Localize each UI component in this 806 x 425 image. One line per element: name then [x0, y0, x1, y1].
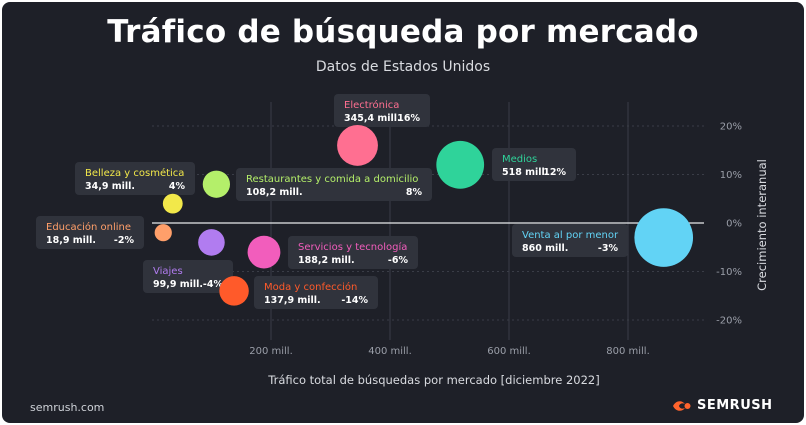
point-label-name: Belleza y cosmética: [85, 167, 184, 179]
point-label-growth: 12%: [543, 167, 566, 178]
data-point-bubble: [154, 224, 172, 242]
point-label-growth: 8%: [406, 187, 423, 198]
point-label-growth: -6%: [388, 255, 409, 266]
y-tick-label: 20%: [720, 122, 742, 133]
point-label-growth: 4%: [169, 181, 186, 192]
point-label-box: [143, 260, 233, 293]
point-label-box: [75, 162, 195, 195]
data-point-bubble: [247, 235, 281, 269]
point-label-traffic: 518 mill.: [502, 167, 548, 178]
point-label-box: [492, 148, 576, 181]
x-tick-label: 600 mill.: [487, 346, 531, 357]
point-label-name: Moda y confección: [264, 281, 357, 293]
point-label-growth: 16%: [397, 113, 420, 124]
y-tick-label: 10%: [720, 170, 742, 181]
brand-logo: SEMRUSH: [672, 398, 773, 413]
point-label-traffic: 108,2 mill.: [246, 187, 303, 198]
data-point-bubble: [198, 229, 225, 256]
y-axis-title: Crecimiento interanual: [755, 159, 769, 291]
data-point-bubble: [162, 193, 183, 214]
x-tick-label: 200 mill.: [249, 346, 293, 357]
point-label-box: [334, 94, 430, 127]
point-label-growth: -3%: [598, 243, 619, 254]
brand-text: SEMRUSH: [697, 398, 773, 413]
point-label-box: [288, 236, 418, 269]
point-label-growth: -2%: [114, 235, 135, 246]
footer-site: semrush.com: [30, 401, 105, 414]
point-label-traffic: 345,4 mill.: [344, 113, 401, 124]
data-point-bubble: [634, 208, 694, 267]
x-axis-title: Tráfico total de búsquedas por mercado […: [267, 373, 599, 387]
semrush-flame-icon: [673, 400, 691, 411]
point-label-box: [254, 276, 378, 309]
point-label-traffic: 137,9 mill.: [264, 295, 321, 306]
x-tick-label: 800 mill.: [606, 346, 650, 357]
point-label-box: [236, 168, 432, 201]
chart-title: Tráfico de búsqueda por mercado: [107, 14, 699, 50]
point-label-box: [512, 224, 628, 257]
y-tick-label: 0%: [726, 219, 742, 230]
point-label-name: Servicios y tecnología: [298, 241, 407, 253]
point-label-growth: -14%: [341, 295, 368, 306]
point-label-growth: -4%: [203, 279, 224, 290]
point-label-traffic: 860 mill.: [522, 243, 568, 254]
point-label-name: Electrónica: [344, 99, 399, 111]
point-label-name: Educación online: [46, 221, 131, 233]
data-point-bubble: [219, 276, 249, 306]
data-point-bubble: [436, 140, 485, 189]
point-label-traffic: 18,9 mill.: [46, 235, 96, 246]
point-label-traffic: 99,9 mill.: [153, 279, 203, 290]
chart-subtitle: Datos de Estados Unidos: [315, 59, 491, 75]
point-label-traffic: 34,9 mill.: [85, 181, 135, 192]
point-label-traffic: 188,2 mill.: [298, 255, 355, 266]
point-label-name: Medios: [502, 154, 537, 165]
x-tick-label: 400 mill.: [368, 346, 412, 357]
point-label-name: Venta al por menor: [522, 230, 619, 241]
point-label-name: Restaurantes y comida a domicilio: [246, 174, 418, 185]
point-label-name: Viajes: [153, 266, 183, 277]
y-tick-label: -10%: [716, 267, 742, 278]
y-tick-label: -20%: [716, 316, 742, 327]
data-point-bubble: [337, 124, 378, 166]
data-point-bubble: [202, 170, 231, 198]
point-label-box: [36, 216, 144, 249]
